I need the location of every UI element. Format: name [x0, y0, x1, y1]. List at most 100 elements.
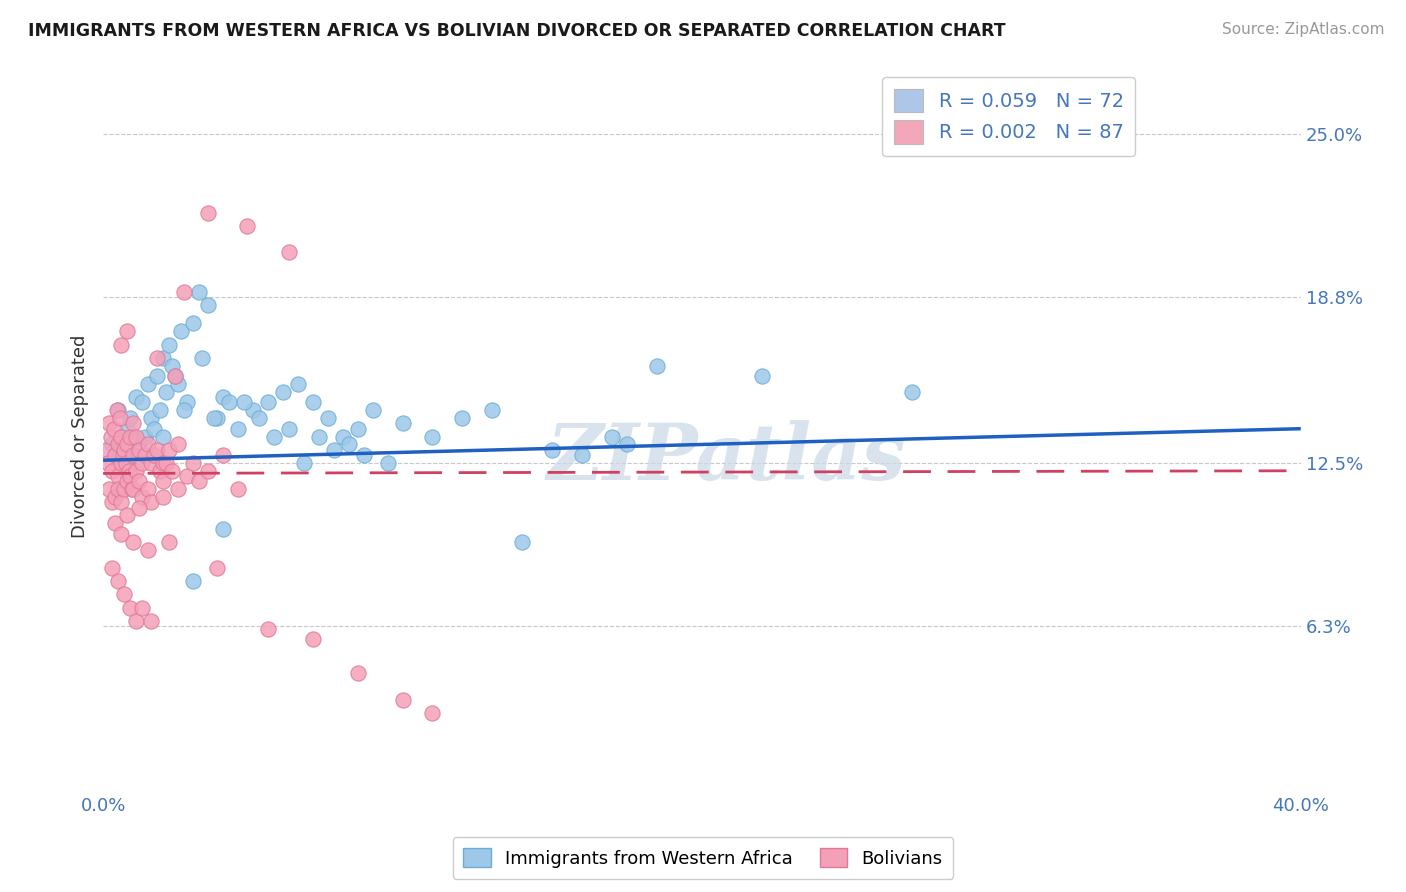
Point — [163, 369, 186, 384]
Point — [191, 351, 214, 365]
Point — [361, 403, 384, 417]
Point — [139, 614, 162, 628]
Point — [125, 614, 148, 628]
Point — [167, 482, 190, 496]
Point — [176, 395, 198, 409]
Point — [197, 206, 219, 220]
Point — [308, 429, 330, 443]
Point — [751, 369, 773, 384]
Point — [277, 422, 299, 436]
Point — [121, 482, 143, 496]
Point — [205, 411, 228, 425]
Point — [155, 384, 177, 399]
Point — [377, 456, 399, 470]
Point — [101, 464, 124, 478]
Point — [134, 448, 156, 462]
Point — [131, 395, 153, 409]
Point — [97, 456, 120, 470]
Point — [117, 464, 139, 478]
Point — [155, 456, 177, 470]
Point — [104, 448, 127, 462]
Point — [110, 495, 132, 509]
Point — [136, 482, 159, 496]
Point — [346, 666, 368, 681]
Point — [139, 495, 162, 509]
Point — [98, 482, 121, 496]
Point — [122, 534, 145, 549]
Point — [301, 632, 323, 647]
Point — [173, 285, 195, 299]
Point — [176, 469, 198, 483]
Point — [101, 495, 124, 509]
Point — [212, 522, 235, 536]
Point — [242, 403, 264, 417]
Legend: Immigrants from Western Africa, Bolivians: Immigrants from Western Africa, Bolivian… — [453, 838, 953, 879]
Point — [100, 429, 122, 443]
Point — [112, 442, 135, 457]
Point — [143, 448, 166, 462]
Point — [115, 464, 138, 478]
Point — [510, 534, 533, 549]
Point — [110, 527, 132, 541]
Point — [128, 500, 150, 515]
Point — [157, 337, 180, 351]
Point — [160, 464, 183, 478]
Point — [152, 490, 174, 504]
Point — [146, 442, 169, 457]
Point — [353, 448, 375, 462]
Point — [125, 464, 148, 478]
Point — [173, 403, 195, 417]
Point — [112, 456, 135, 470]
Point — [107, 403, 129, 417]
Point — [120, 600, 142, 615]
Point — [104, 490, 127, 504]
Point — [212, 390, 235, 404]
Point — [143, 422, 166, 436]
Point — [600, 429, 623, 443]
Point — [187, 475, 209, 489]
Point — [115, 475, 138, 489]
Point — [107, 574, 129, 589]
Point — [115, 324, 138, 338]
Point — [149, 403, 172, 417]
Point — [167, 437, 190, 451]
Point — [152, 429, 174, 443]
Point — [152, 475, 174, 489]
Point — [111, 448, 134, 462]
Point — [112, 587, 135, 601]
Point — [115, 437, 138, 451]
Point — [128, 475, 150, 489]
Point — [212, 448, 235, 462]
Point — [105, 403, 128, 417]
Point — [451, 411, 474, 425]
Point — [332, 429, 354, 443]
Point — [167, 376, 190, 391]
Point — [98, 417, 121, 431]
Point — [481, 403, 503, 417]
Point — [136, 376, 159, 391]
Point — [114, 456, 136, 470]
Text: ZIPatlas: ZIPatlas — [546, 419, 905, 496]
Point — [152, 456, 174, 470]
Point — [256, 395, 278, 409]
Point — [226, 422, 249, 436]
Point — [136, 437, 159, 451]
Point — [128, 442, 150, 457]
Point — [115, 508, 138, 523]
Point — [122, 448, 145, 462]
Point — [322, 442, 344, 457]
Point — [122, 448, 145, 462]
Point — [134, 429, 156, 443]
Point — [900, 384, 922, 399]
Point — [645, 359, 668, 373]
Point — [218, 395, 240, 409]
Point — [271, 384, 294, 399]
Point — [181, 574, 204, 589]
Point — [391, 692, 413, 706]
Point — [149, 464, 172, 478]
Point — [107, 442, 129, 457]
Point — [128, 437, 150, 451]
Point — [110, 429, 132, 443]
Point — [107, 469, 129, 483]
Point — [104, 516, 127, 531]
